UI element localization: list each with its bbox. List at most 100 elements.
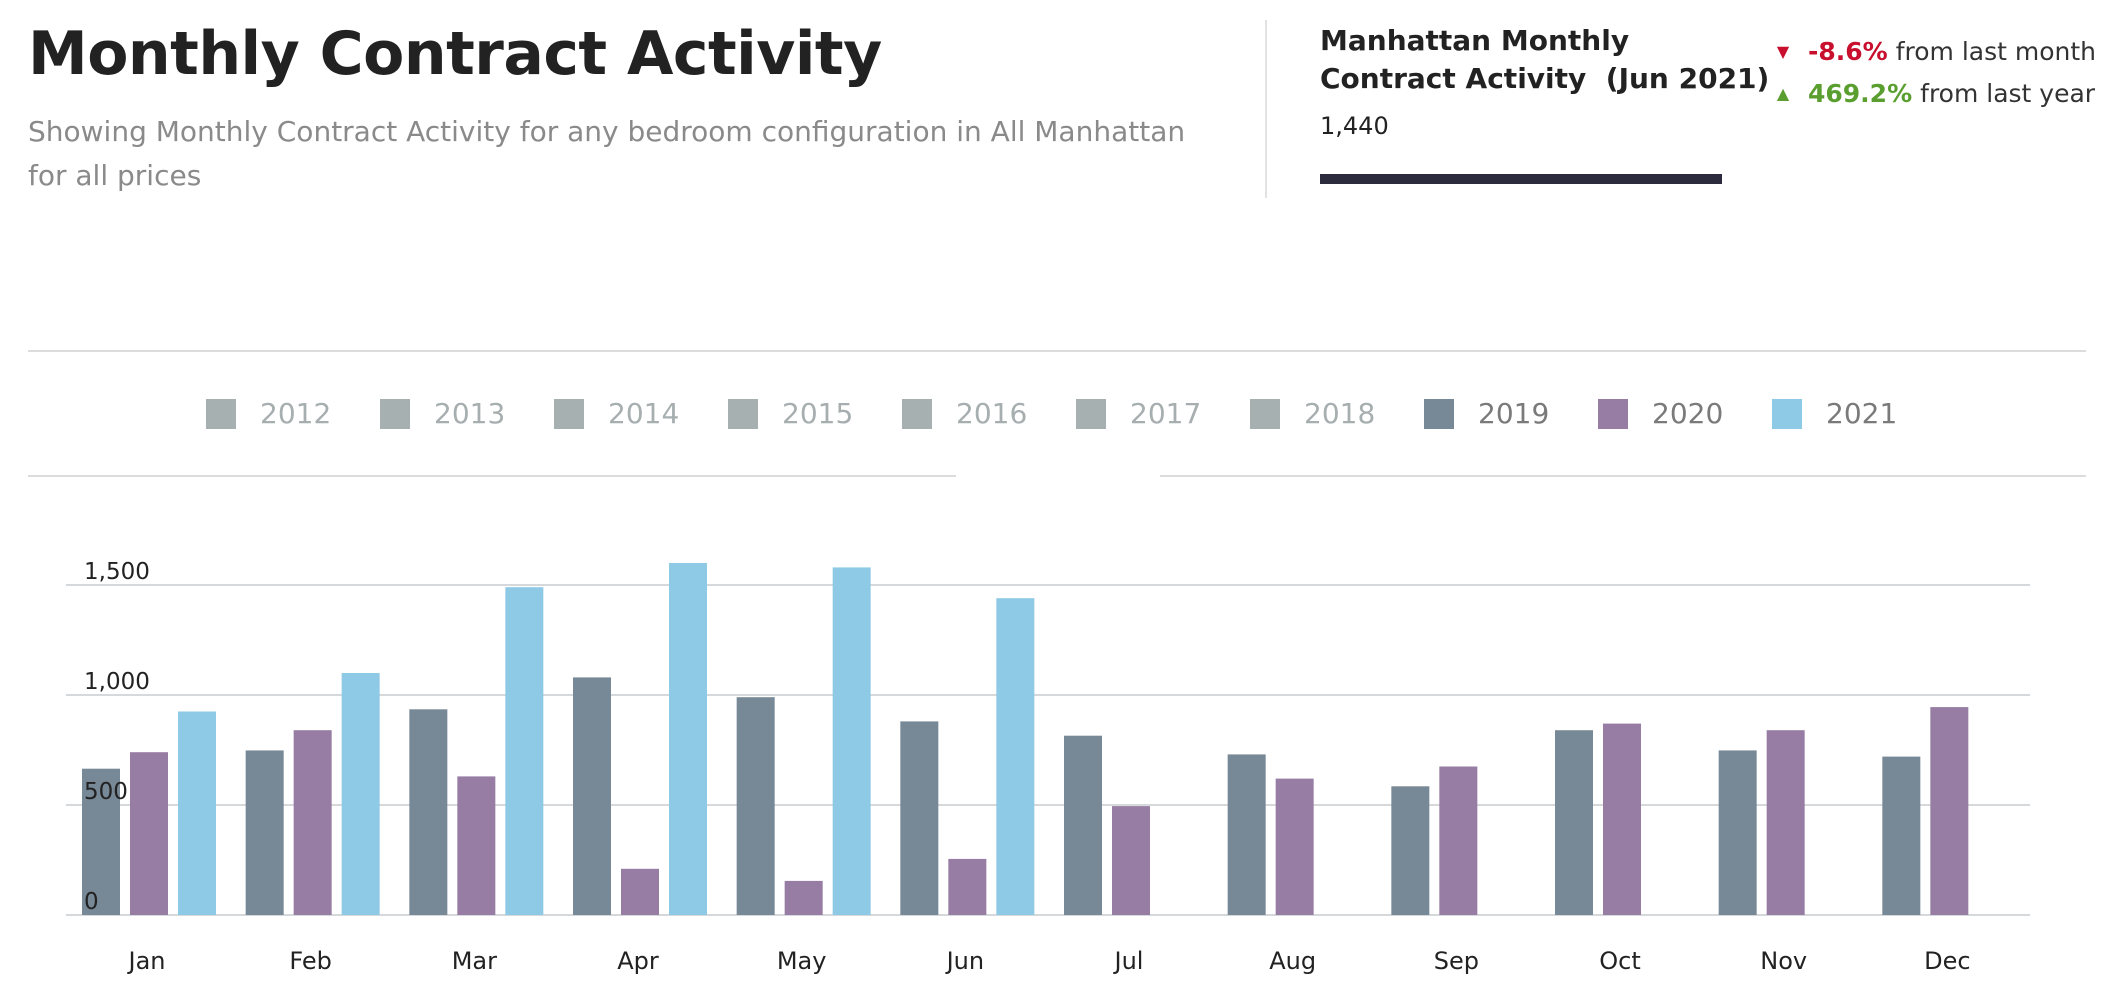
bar-2019-feb[interactable] xyxy=(245,750,284,915)
legend-item-2021[interactable]: 2021 xyxy=(1772,398,1912,430)
y-tick-label: 500 xyxy=(84,779,128,805)
year-change-value: 469.2% xyxy=(1808,78,1913,108)
month-change-text: from last month xyxy=(1895,36,2097,66)
year-change: ▲ 469.2% from last year xyxy=(1772,72,2112,114)
bar-2020-mar[interactable] xyxy=(457,776,496,915)
legend-swatch xyxy=(1424,399,1454,429)
bar-2020-feb[interactable] xyxy=(293,730,332,915)
legend-label: 2013 xyxy=(434,397,506,430)
bar-2019-may[interactable] xyxy=(736,697,775,915)
bar-2021-jun[interactable] xyxy=(996,598,1035,915)
legend-swatch xyxy=(554,399,584,429)
legend-swatch xyxy=(728,399,758,429)
bar-2020-nov[interactable] xyxy=(1766,730,1805,915)
month-change-value: -8.6% xyxy=(1808,36,1888,66)
bar-2020-apr[interactable] xyxy=(621,868,659,915)
stat-value: 1,440 xyxy=(1320,112,1389,140)
bar-2020-dec[interactable] xyxy=(1930,707,1969,915)
x-tick-label: Jan xyxy=(127,947,166,975)
month-change: ▼ -8.6% from last month xyxy=(1772,30,2112,72)
x-tick-label: Jul xyxy=(1113,947,1144,975)
change-indicators: ▼ -8.6% from last month ▲ 469.2% from la… xyxy=(1772,30,2112,114)
legend-swatch xyxy=(1772,399,1802,429)
legend-rule-top xyxy=(28,350,2086,352)
bar-2021-mar[interactable] xyxy=(505,587,544,915)
bar-2019-aug[interactable] xyxy=(1227,754,1266,915)
x-tick-label: Aug xyxy=(1269,947,1316,975)
legend-label: 2015 xyxy=(782,397,854,430)
legend-label: 2018 xyxy=(1304,397,1376,430)
bar-2021-feb[interactable] xyxy=(341,673,380,915)
year-change-text: from last year xyxy=(1920,78,2096,108)
legend-label: 2021 xyxy=(1826,397,1898,430)
stat-title-line-2: Contract Activity (Jun 2021) xyxy=(1320,62,1770,95)
stat-title-line-1: Manhattan Monthly xyxy=(1320,24,1630,57)
bar-2019-jan[interactable] xyxy=(82,768,120,915)
x-tick-label: Sep xyxy=(1434,947,1479,975)
legend-swatch xyxy=(206,399,236,429)
bar-2020-jul[interactable] xyxy=(1112,806,1150,915)
bar-2019-jun[interactable] xyxy=(900,721,939,915)
legend-label: 2020 xyxy=(1652,397,1724,430)
x-tick-label: Mar xyxy=(452,947,497,975)
x-tick-label: May xyxy=(777,947,827,975)
bar-chart: Jan Feb Mar Apr May Jun Jul Aug Sep Oct Nov Dec 0 500… xyxy=(0,520,2114,1008)
bar-2019-sep[interactable] xyxy=(1391,786,1430,915)
bar-2020-may[interactable] xyxy=(784,880,823,915)
bar-2019-apr[interactable] xyxy=(573,677,611,915)
x-tick-label: Oct xyxy=(1599,947,1641,975)
legend-label: 2016 xyxy=(956,397,1028,430)
bar-2021-may[interactable] xyxy=(832,567,871,915)
x-tick-label: Feb xyxy=(289,947,332,975)
legend-swatch xyxy=(902,399,932,429)
stat-title: Manhattan Monthly Contract Activity (Jun… xyxy=(1320,22,1770,98)
legend-item-2020[interactable]: 2020 xyxy=(1598,398,1738,430)
page-subtitle: Showing Monthly Contract Activity for an… xyxy=(28,115,1186,192)
legend-label: 2017 xyxy=(1130,397,1202,430)
legend-item-2016[interactable]: 2016 xyxy=(902,398,1042,430)
legend-label: 2019 xyxy=(1478,397,1550,430)
legend-item-2013[interactable]: 2013 xyxy=(380,398,520,430)
legend-item-2019[interactable]: 2019 xyxy=(1424,398,1564,430)
header: Monthly Contract Activity Showing Monthl… xyxy=(28,18,1228,198)
legend-rule-bottom-right xyxy=(1160,475,2086,477)
stat-summary: Manhattan Monthly Contract Activity (Jun… xyxy=(1320,22,1770,142)
legend-label: 2012 xyxy=(260,397,332,430)
stat-bar xyxy=(1320,174,1722,184)
x-tick-label: Dec xyxy=(1924,947,1970,975)
bar-2020-aug[interactable] xyxy=(1275,778,1314,915)
y-tick-label: 1,000 xyxy=(84,669,150,695)
legend-item-2012[interactable]: 2012 xyxy=(206,398,346,430)
bar-2019-jul[interactable] xyxy=(1064,735,1102,915)
bar-2019-nov[interactable] xyxy=(1718,750,1757,915)
bar-2021-jan[interactable] xyxy=(178,711,216,916)
bar-2020-jun[interactable] xyxy=(948,858,987,915)
y-tick-label: 0 xyxy=(84,889,99,915)
page-title: Monthly Contract Activity xyxy=(28,19,882,89)
header-divider xyxy=(1265,20,1267,198)
legend-item-2015[interactable]: 2015 xyxy=(728,398,868,430)
triangle-down-icon: ▼ xyxy=(1776,41,1790,61)
bar-2020-sep[interactable] xyxy=(1439,766,1478,916)
bar-2020-jan[interactable] xyxy=(130,752,168,915)
bar-2019-dec[interactable] xyxy=(1882,756,1921,915)
legend-item-2017[interactable]: 2017 xyxy=(1076,398,1216,430)
bar-chart-svg: Jan Feb Mar Apr May Jun Jul Aug Sep Oct Nov Dec 0 500… xyxy=(66,559,2030,975)
legend-item-2018[interactable]: 2018 xyxy=(1250,398,1390,430)
legend-item-2014[interactable]: 2014 xyxy=(554,398,694,430)
bar-2019-oct[interactable] xyxy=(1555,730,1593,915)
legend-swatch xyxy=(1076,399,1106,429)
legend-rule-bottom-left xyxy=(28,475,956,477)
legend-swatch xyxy=(380,399,410,429)
legend-label: 2014 xyxy=(608,397,680,430)
triangle-up-icon: ▲ xyxy=(1776,83,1790,103)
chart-legend: 2012 2013 2014 2015 2016 2017 2018 2019 2020 2021 xyxy=(206,392,1946,436)
bar-2020-oct[interactable] xyxy=(1603,723,1641,915)
x-tick-label: Jun xyxy=(945,947,985,975)
bar-2021-apr[interactable] xyxy=(669,563,707,915)
legend-swatch xyxy=(1250,399,1280,429)
y-tick-label: 1,500 xyxy=(84,559,150,585)
x-tick-label: Nov xyxy=(1760,947,1807,975)
bar-2019-mar[interactable] xyxy=(409,709,448,915)
